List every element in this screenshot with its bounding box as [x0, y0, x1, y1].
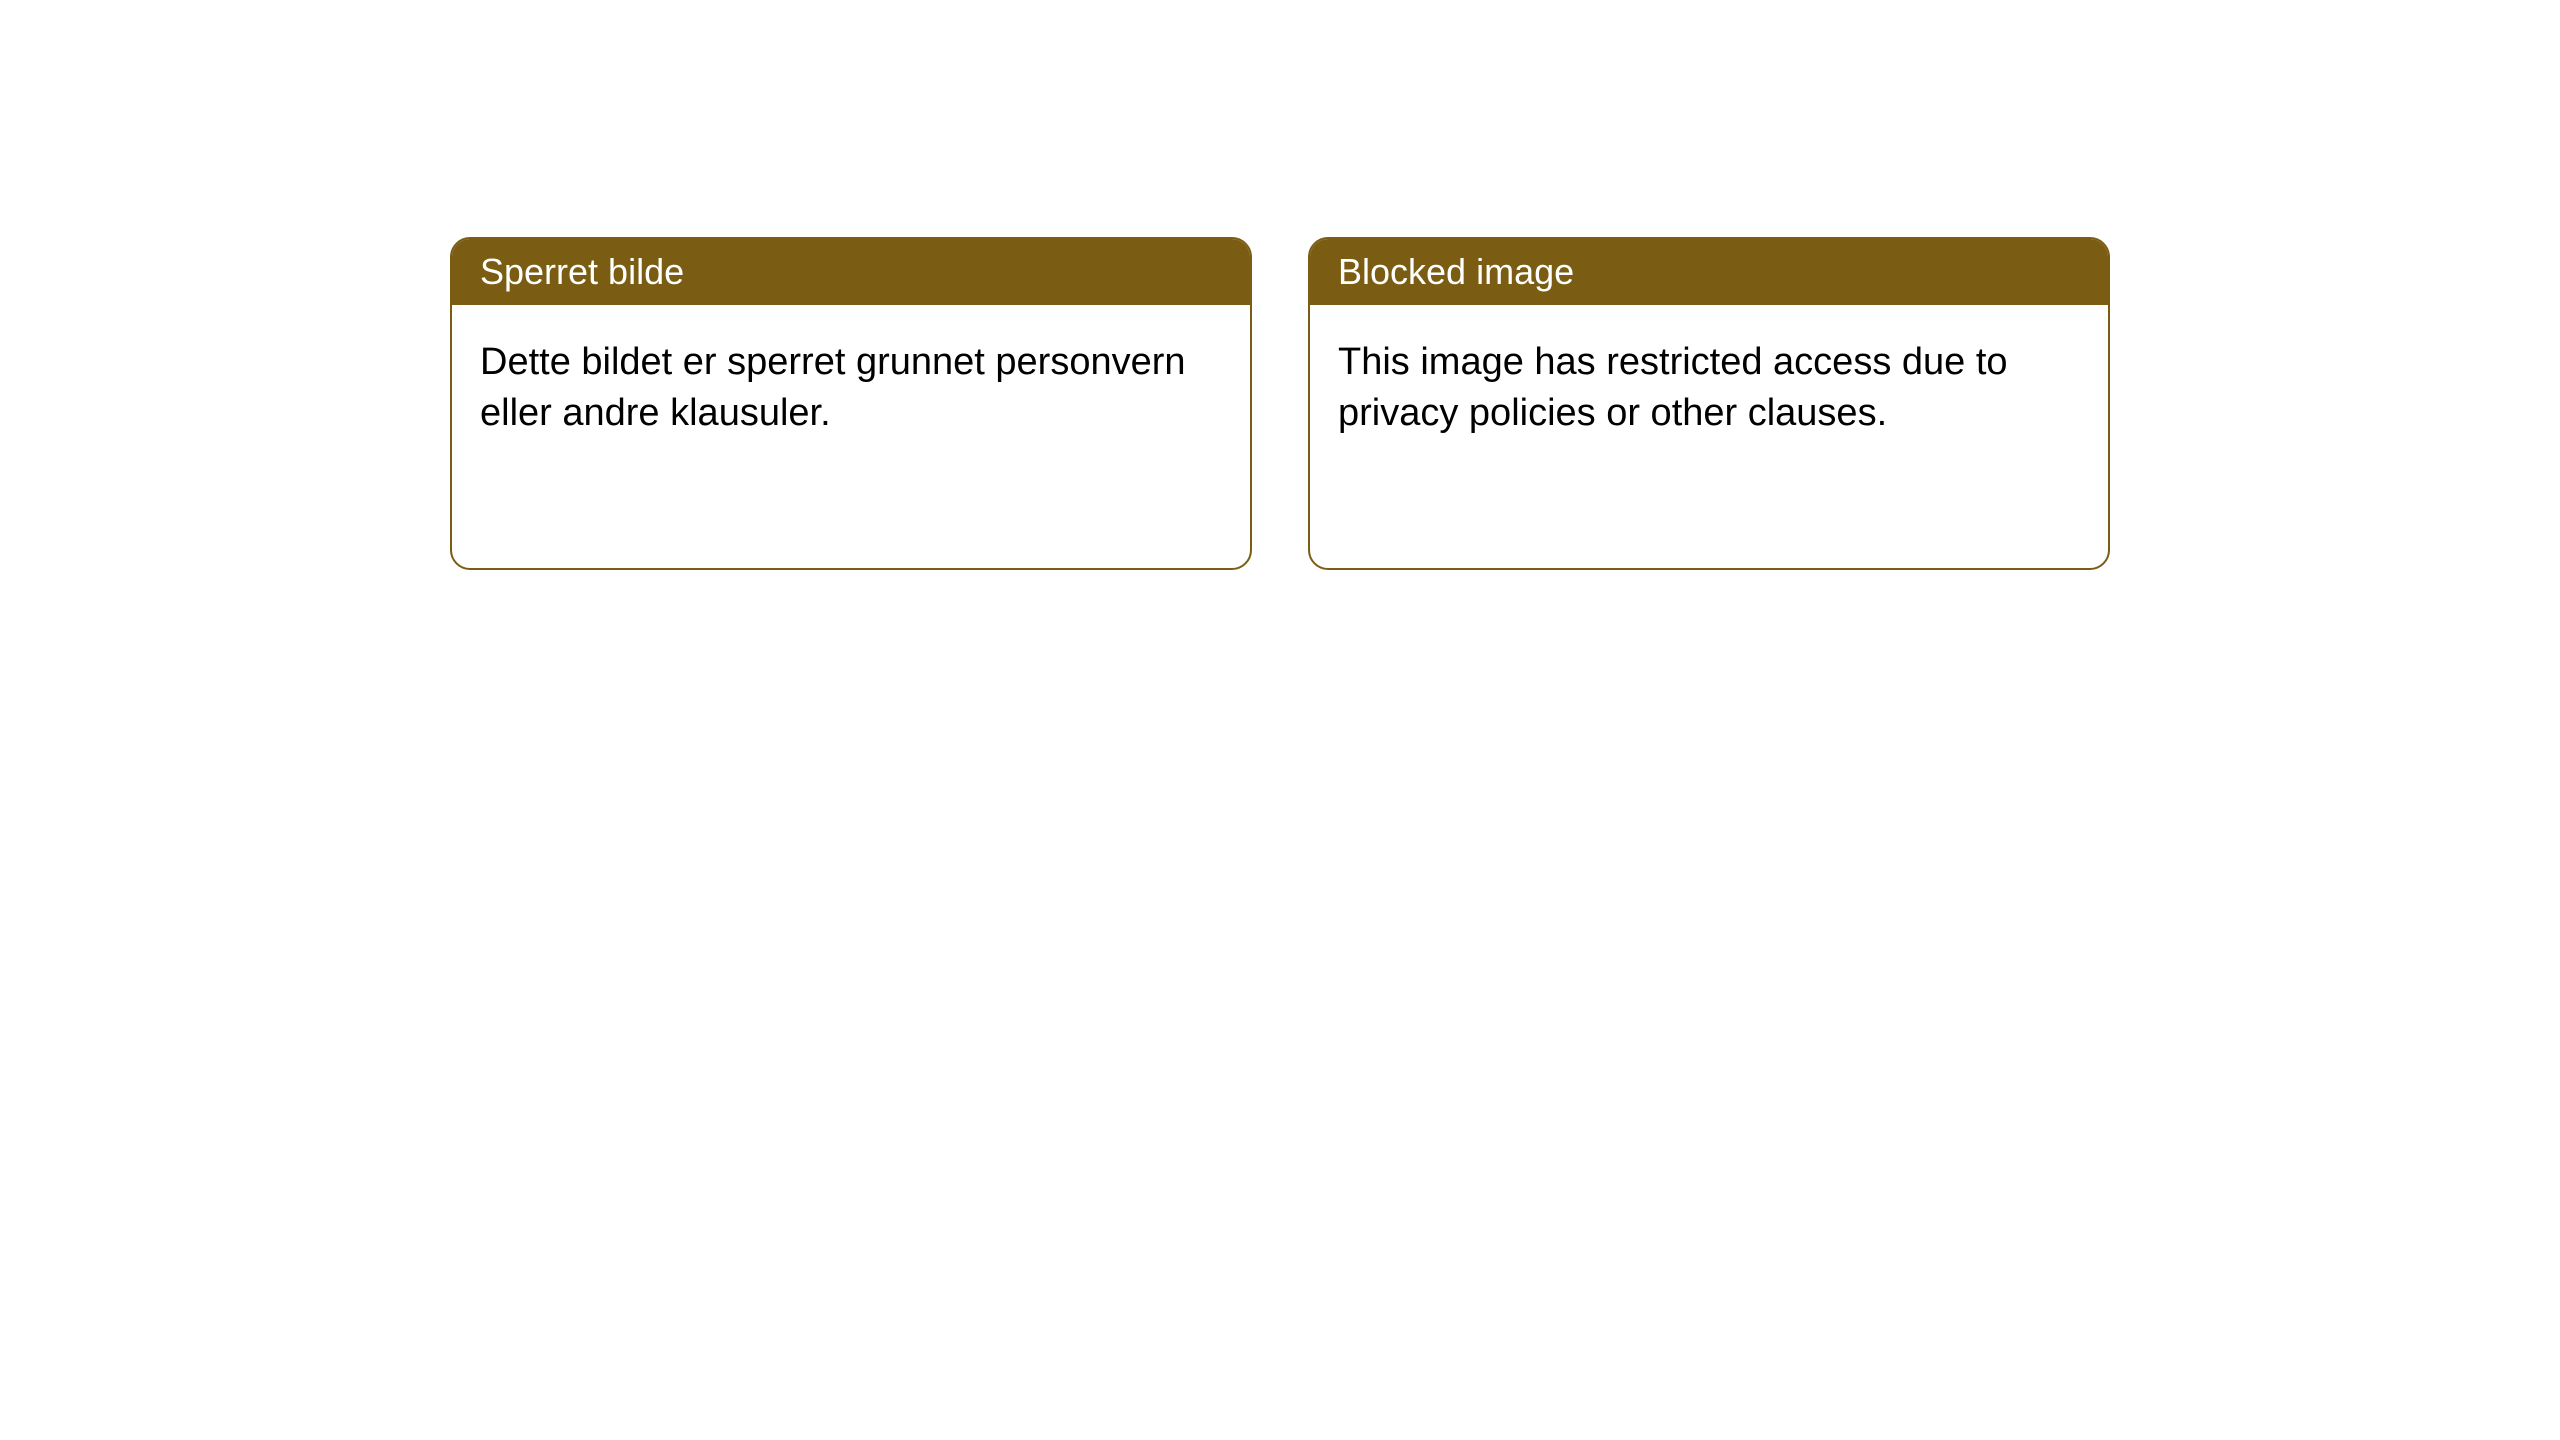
- card-header: Blocked image: [1310, 239, 2108, 305]
- card-body-text: This image has restricted access due to …: [1338, 341, 2008, 434]
- card-title: Blocked image: [1338, 251, 1574, 292]
- blocked-image-card-norwegian: Sperret bilde Dette bildet er sperret gr…: [450, 237, 1252, 570]
- card-body-text: Dette bildet er sperret grunnet personve…: [480, 341, 1186, 434]
- card-header: Sperret bilde: [452, 239, 1250, 305]
- blocked-image-card-english: Blocked image This image has restricted …: [1308, 237, 2110, 570]
- card-title: Sperret bilde: [480, 251, 684, 292]
- card-body: Dette bildet er sperret grunnet personve…: [452, 305, 1250, 472]
- info-cards-container: Sperret bilde Dette bildet er sperret gr…: [450, 237, 2110, 570]
- card-body: This image has restricted access due to …: [1310, 305, 2108, 472]
